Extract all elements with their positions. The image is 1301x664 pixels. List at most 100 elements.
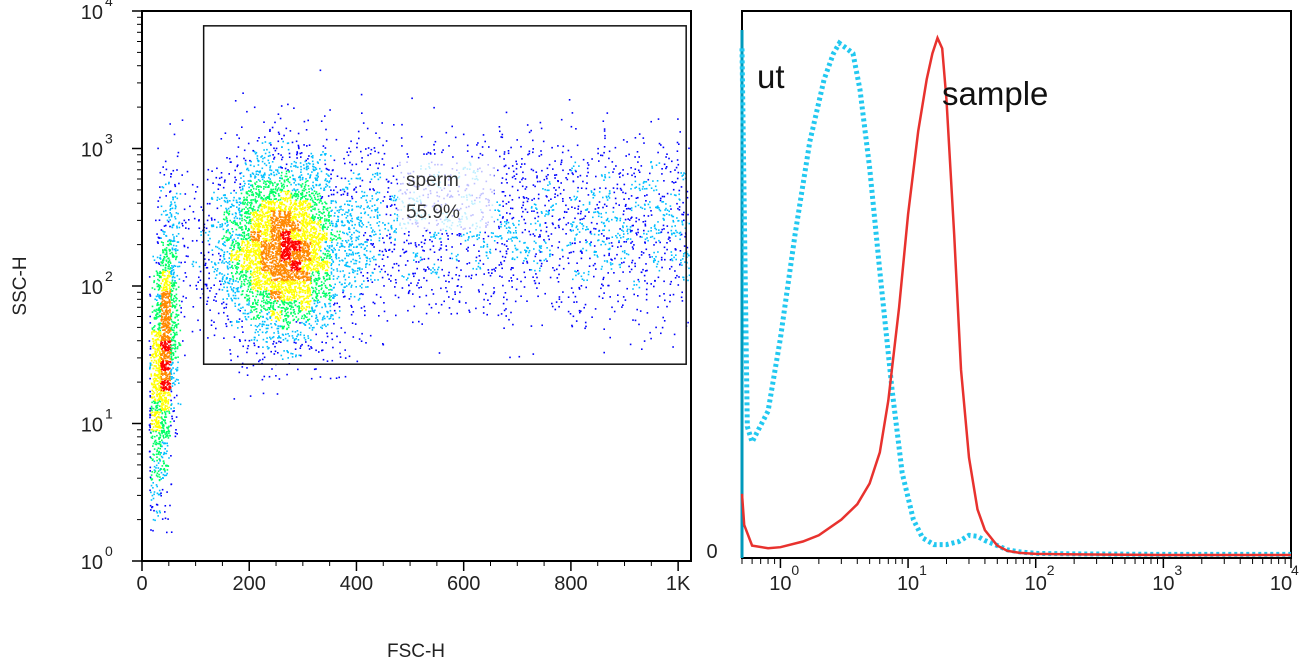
scatter-point (506, 240, 508, 242)
scatter-point (280, 222, 283, 225)
scatter-point (390, 227, 393, 230)
scatter-point (260, 310, 263, 313)
scatter-point (316, 236, 319, 239)
scatter-point (316, 242, 318, 245)
scatter-point (341, 224, 343, 227)
scatter-point (274, 201, 276, 204)
scatter-point (154, 365, 157, 367)
scatter-point (156, 380, 159, 382)
scatter-point (562, 255, 564, 258)
scatter-point (338, 209, 341, 211)
scatter-point (159, 434, 162, 437)
scatter-point (373, 234, 375, 236)
scatter-point (464, 239, 467, 242)
scatter-point (280, 191, 282, 193)
scatter-point (160, 405, 162, 408)
scatter-point (602, 278, 604, 281)
scatter-point (540, 259, 542, 262)
scatter-point (365, 342, 367, 344)
scatter-point (330, 237, 332, 239)
scatter-point (270, 192, 273, 194)
scatter-point (300, 156, 302, 158)
scatter-point (215, 327, 217, 330)
scatter-point (437, 232, 440, 234)
scatter-point (288, 152, 291, 155)
scatter-point (265, 197, 268, 199)
scatter-point (301, 191, 304, 194)
scatter-point (307, 255, 309, 257)
scatter-point (247, 142, 250, 145)
scatter-point (515, 173, 518, 175)
scatter-point (238, 211, 241, 214)
scatter-point (289, 321, 291, 324)
scatter-point (183, 315, 186, 318)
scatter-point (251, 311, 253, 313)
scatter-point (167, 296, 170, 298)
scatter-point (504, 292, 507, 294)
scatter-point (320, 238, 322, 241)
scatter-point (325, 325, 327, 328)
scatter-point (251, 172, 254, 174)
scatter-point (598, 191, 601, 193)
scatter-point (180, 311, 182, 314)
scatter-point (233, 217, 236, 219)
scatter-point (172, 331, 175, 334)
scatter-point (251, 184, 254, 186)
scatter-point (638, 171, 641, 173)
scatter-point (651, 235, 654, 238)
scatter-point (154, 374, 157, 377)
scatter-point (441, 268, 443, 271)
scatter-point (483, 245, 485, 247)
scatter-point (154, 470, 157, 472)
scatter-point (346, 241, 348, 244)
scatter-point (315, 267, 317, 269)
scatter-point (165, 290, 167, 293)
scatter-point (548, 209, 550, 212)
scatter-point (151, 407, 153, 409)
scatter-point (241, 326, 243, 328)
scatter-point (545, 195, 548, 197)
scatter-point (153, 373, 156, 376)
scatter-point (657, 151, 659, 154)
scatter-point (275, 243, 277, 245)
scatter-point (172, 344, 174, 346)
scatter-point (272, 310, 275, 313)
scatter-point (177, 361, 179, 364)
scatter-point (233, 336, 236, 338)
scatter-point (298, 354, 301, 357)
scatter-point (511, 176, 514, 179)
scatter-point (314, 227, 317, 230)
scatter-point (290, 306, 293, 309)
scatter-point (226, 298, 228, 300)
scatter-point (596, 203, 598, 206)
scatter-point (243, 196, 245, 199)
scatter-point (168, 284, 171, 286)
scatter-point (363, 253, 365, 256)
scatter-point (151, 401, 153, 404)
scatter-point (677, 207, 679, 210)
scatter-point (163, 451, 166, 454)
scatter-point (300, 186, 303, 188)
scatter-point (159, 196, 161, 199)
scatter-point (225, 278, 228, 280)
scatter-point (248, 216, 251, 219)
scatter-point (353, 262, 355, 265)
scatter-point (236, 277, 238, 280)
scatter-point (257, 250, 259, 252)
scatter-point (172, 367, 174, 369)
scatter-point (269, 169, 271, 171)
scatter-point (284, 212, 286, 214)
scatter-point (282, 334, 285, 336)
scatter-point (558, 273, 560, 276)
scatter-point (172, 275, 174, 278)
scatter-point (431, 240, 433, 243)
scatter-point (269, 273, 271, 276)
scatter-point (608, 190, 611, 192)
scatter-point (329, 299, 332, 302)
scatter-point (292, 271, 294, 274)
scatter-point (263, 194, 265, 197)
scatter-point (291, 246, 294, 249)
scatter-point (244, 159, 247, 162)
scatter-point (291, 283, 293, 286)
scatter-point (156, 449, 159, 451)
